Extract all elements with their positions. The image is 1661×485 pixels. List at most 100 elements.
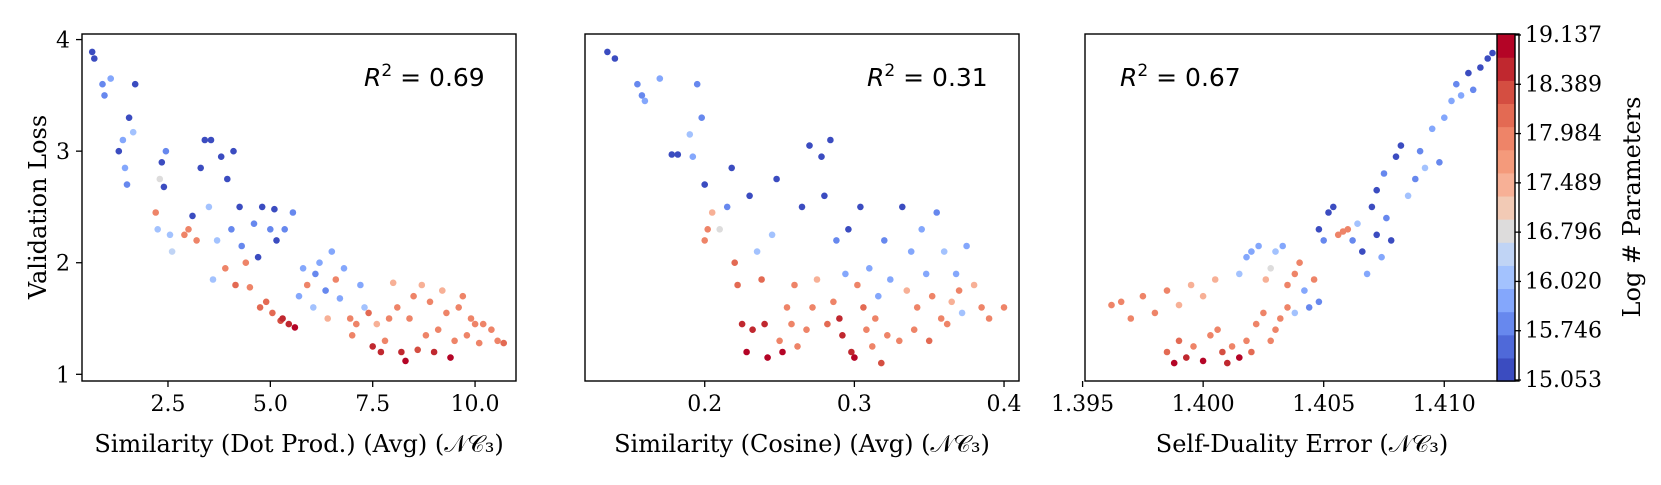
scatter-point bbox=[125, 114, 133, 121]
scatter-point bbox=[479, 320, 487, 328]
colorbar-band bbox=[1497, 219, 1515, 243]
scatter-point bbox=[422, 332, 430, 339]
colorbar-tick-label: 15.053 bbox=[1525, 368, 1602, 393]
scatter-point bbox=[952, 270, 960, 278]
scatter-point bbox=[123, 181, 131, 188]
scatter-point bbox=[674, 151, 682, 158]
scatter-point bbox=[1325, 209, 1332, 216]
scatter-point bbox=[955, 287, 963, 294]
scatter-point bbox=[1187, 281, 1195, 289]
scatter-point bbox=[398, 348, 405, 356]
scatter-point bbox=[863, 326, 870, 334]
scatter-point bbox=[1441, 114, 1448, 121]
scatter-point bbox=[291, 324, 299, 331]
scatter-point bbox=[1465, 69, 1472, 77]
scatter-point bbox=[764, 354, 771, 361]
scatter-point bbox=[369, 343, 377, 350]
scatter-point bbox=[857, 203, 864, 211]
scatter-point bbox=[1175, 337, 1183, 345]
scatter-point bbox=[1412, 175, 1419, 183]
scatter-point bbox=[99, 80, 106, 88]
scatter-point bbox=[1151, 309, 1159, 317]
scatter-point bbox=[940, 248, 948, 255]
scatter-point bbox=[158, 159, 166, 166]
scatter-point bbox=[746, 192, 753, 200]
colorbar-frame bbox=[1496, 33, 1516, 382]
scatter-point bbox=[1380, 170, 1388, 177]
scatter-point bbox=[273, 237, 280, 244]
panel-cosine: 0.2 0.3 0.4 R2 = 0.31 Similarity (Cosine) … bbox=[584, 33, 1022, 458]
x-ticks: 1.395 1.400 1.405 1.410 bbox=[1051, 381, 1476, 417]
scatter-point bbox=[1127, 315, 1135, 322]
scatter-point bbox=[1457, 92, 1465, 99]
colorbar-band bbox=[1497, 80, 1515, 104]
scatter-point bbox=[443, 309, 450, 317]
scatter-point bbox=[1363, 270, 1371, 278]
scatter-point bbox=[1320, 237, 1327, 244]
scatter-point bbox=[845, 226, 852, 233]
scatter-point bbox=[907, 248, 915, 255]
y-tick-label: 2 bbox=[56, 252, 70, 277]
scatter-point bbox=[222, 265, 229, 272]
scatter-point bbox=[269, 309, 276, 317]
r2-annotation: R2 = 0.67 bbox=[1120, 61, 1241, 92]
scatter-point bbox=[611, 55, 619, 62]
scatter-point bbox=[303, 281, 311, 289]
scatter-points bbox=[1108, 49, 1496, 367]
scatter-point bbox=[322, 287, 329, 294]
scatter-point bbox=[803, 326, 810, 334]
scatter-point bbox=[1477, 64, 1484, 71]
scatter-point bbox=[389, 279, 397, 287]
scatter-point bbox=[426, 298, 434, 306]
colorbar-bands bbox=[1497, 34, 1515, 382]
x-ticks: 2.5 5.0 7.5 10.0 bbox=[150, 381, 500, 417]
scatter-point bbox=[978, 304, 985, 311]
scatter-point bbox=[776, 337, 783, 345]
scatter-point bbox=[1330, 203, 1337, 211]
colorbar-band bbox=[1497, 126, 1515, 151]
scatter-point bbox=[668, 151, 676, 158]
scatter-point bbox=[258, 203, 266, 211]
scatter-point bbox=[734, 281, 741, 289]
scatter-point bbox=[896, 337, 903, 345]
scatter-point bbox=[455, 304, 463, 311]
scatter-point bbox=[250, 220, 258, 227]
scatter-point bbox=[316, 259, 323, 267]
scatter-point bbox=[156, 175, 164, 183]
scatter-point bbox=[693, 80, 701, 88]
scatter-point bbox=[394, 304, 401, 311]
panel-self-duality: 1.395 1.400 1.405 1.410 R2 = 0.67 Self-Dual… bbox=[1051, 33, 1520, 458]
colorbar-band bbox=[1497, 265, 1515, 290]
scatter-point bbox=[922, 270, 930, 278]
y-tick-label: 4 bbox=[56, 29, 70, 54]
scatter-point bbox=[899, 203, 906, 211]
scatter-point bbox=[970, 281, 978, 289]
scatter-point bbox=[406, 315, 413, 322]
scatter-point bbox=[1252, 320, 1260, 328]
scatter-point bbox=[310, 304, 317, 311]
scatter-point bbox=[373, 320, 381, 328]
scatter-point bbox=[1279, 242, 1286, 250]
x-tick-label: 1.395 bbox=[1051, 392, 1114, 417]
scatter-point bbox=[1199, 292, 1207, 300]
scatter-point bbox=[205, 203, 213, 211]
scatter-point bbox=[410, 292, 417, 300]
scatter-point bbox=[1448, 97, 1455, 105]
scatter-point bbox=[1207, 332, 1214, 339]
scatter-point bbox=[1296, 259, 1303, 267]
scatter-point bbox=[933, 209, 940, 216]
scatter-point bbox=[299, 265, 307, 272]
scatter-point bbox=[716, 226, 723, 233]
x-tick-label: 1.400 bbox=[1172, 392, 1235, 417]
scatter-point bbox=[723, 203, 731, 211]
colorbar-band bbox=[1497, 149, 1515, 174]
scatter-point bbox=[686, 131, 694, 138]
scatter-point bbox=[604, 48, 611, 56]
colorbar-tick-label: 17.489 bbox=[1525, 171, 1602, 196]
scatter-point bbox=[1484, 55, 1491, 62]
plot-frame bbox=[584, 33, 1020, 382]
colorbar-band bbox=[1497, 172, 1515, 197]
scatter-point bbox=[279, 315, 286, 322]
scatter-point bbox=[129, 128, 137, 136]
plot-frame bbox=[1084, 33, 1520, 382]
